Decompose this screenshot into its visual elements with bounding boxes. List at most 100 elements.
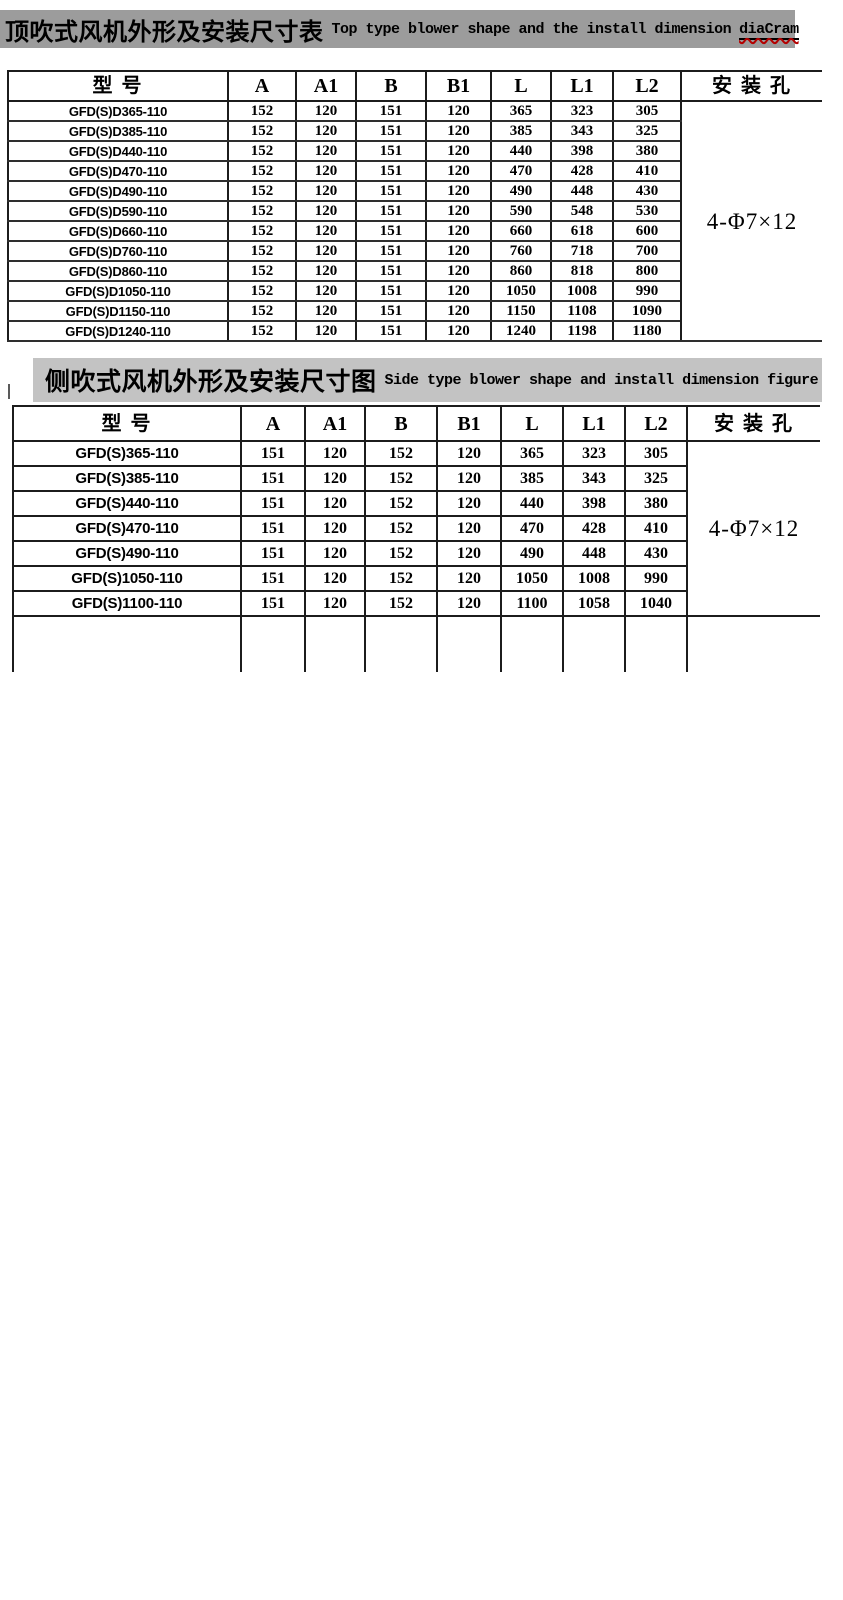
header-row: 型 号 A A1 B B1 L L1 L2 安 装 孔 xyxy=(12,405,820,442)
value-cell: 120 xyxy=(425,120,492,142)
header-cell-a: A xyxy=(227,70,297,102)
header-cell-b: B xyxy=(355,70,427,102)
header-cell-l: L xyxy=(500,405,564,442)
value-cell: 1240 xyxy=(490,320,552,342)
model-cell: GFD(S)1050-110 xyxy=(12,565,242,592)
value-cell: 151 xyxy=(240,590,306,617)
value-cell: 323 xyxy=(550,100,614,122)
side-dimension-table-wrapper: 型 号 A A1 B B1 L L1 L2 安 装 孔 GFD(S)365-11… xyxy=(12,405,820,672)
value-cell: 120 xyxy=(425,260,492,282)
value-cell: 120 xyxy=(425,300,492,322)
value-cell: 120 xyxy=(425,160,492,182)
value-cell: 428 xyxy=(562,515,626,542)
table-row: GFD(S)1100-110 151 120 152 120 1100 1058 1040 xyxy=(12,590,820,617)
value-cell: 151 xyxy=(355,300,427,322)
header-cell-a: A xyxy=(240,405,306,442)
model-cell: GFD(S)490-110 xyxy=(12,540,242,567)
table-row: GFD(S)D365-110 152 120 151 120 365 323 305 4-Φ7×… xyxy=(7,100,822,342)
value-cell: 1150 xyxy=(490,300,552,322)
value-cell: 151 xyxy=(240,515,306,542)
table-row: GFD(S)385-110 151 120 152 120 385 343 325 xyxy=(12,465,820,492)
value-cell: 325 xyxy=(624,465,688,492)
table-row: GFD(S)490-110 151 120 152 120 490 448 430 xyxy=(12,540,820,567)
value-cell: 323 xyxy=(562,440,626,467)
empty-cell xyxy=(436,615,502,672)
empty-cell xyxy=(562,615,626,672)
empty-row xyxy=(12,615,820,672)
value-cell: 490 xyxy=(500,540,564,567)
value-cell: 151 xyxy=(355,220,427,242)
value-cell: 1108 xyxy=(550,300,614,322)
model-cell: GFD(S)D365-110 xyxy=(7,100,229,122)
value-cell: 448 xyxy=(550,180,614,202)
value-cell: 151 xyxy=(355,240,427,262)
top-table-body: GFD(S)D365-110 152 120 151 120 365 323 305 4-Φ7×… xyxy=(7,100,822,342)
value-cell: 120 xyxy=(304,565,366,592)
side-dimension-table: 型 号 A A1 B B1 L L1 L2 安 装 孔 GFD(S)365-11… xyxy=(12,405,820,672)
value-cell: 428 xyxy=(550,160,614,182)
table-row: GFD(S)D1050-110 152 120 151 120 1050 1008 990 xyxy=(7,280,822,302)
value-cell: 120 xyxy=(295,300,357,322)
side-table-body: GFD(S)365-110 151 120 152 120 365 323 305 4-Φ7×1… xyxy=(12,440,820,617)
header-cell-b1: B1 xyxy=(425,70,492,102)
top-title-chinese: 顶吹式风机外形及安装尺寸表 xyxy=(5,18,324,46)
header-cell-model: 型 号 xyxy=(7,70,229,102)
value-cell: 120 xyxy=(436,465,502,492)
value-cell: 120 xyxy=(436,440,502,467)
value-cell: 152 xyxy=(227,220,297,242)
value-cell: 152 xyxy=(364,465,438,492)
value-cell: 990 xyxy=(612,280,682,302)
mounting-hole-cell: 4-Φ7×12 xyxy=(686,440,820,617)
value-cell: 530 xyxy=(612,200,682,222)
empty-cell xyxy=(304,615,366,672)
table-row: GFD(S)D1150-110 152 120 151 120 1150 1108 1090 xyxy=(7,300,822,322)
empty-cell xyxy=(12,615,242,672)
value-cell: 152 xyxy=(364,540,438,567)
header-cell-mounting-hole: 安 装 孔 xyxy=(686,405,820,442)
value-cell: 120 xyxy=(425,220,492,242)
side-title-english: Side type blower shape and install dimen… xyxy=(384,371,819,389)
table-row: GFD(S)440-110 151 120 152 120 440 398 380 xyxy=(12,490,820,517)
value-cell: 151 xyxy=(355,160,427,182)
value-cell: 120 xyxy=(295,180,357,202)
value-cell: 1008 xyxy=(550,280,614,302)
stray-mark xyxy=(8,384,10,399)
value-cell: 152 xyxy=(227,100,297,122)
misspelled-word-text: diaCram xyxy=(739,20,799,40)
value-cell: 548 xyxy=(550,200,614,222)
mounting-hole-cell: 4-Φ7×12 xyxy=(680,100,822,342)
model-cell: GFD(S)D660-110 xyxy=(7,220,229,242)
value-cell: 152 xyxy=(227,140,297,162)
value-cell: 305 xyxy=(624,440,688,467)
value-cell: 120 xyxy=(304,515,366,542)
model-cell: GFD(S)D860-110 xyxy=(7,260,229,282)
table-row: GFD(S)D590-110 152 120 151 120 590 548 530 xyxy=(7,200,822,222)
value-cell: 660 xyxy=(490,220,552,242)
value-cell: 1090 xyxy=(612,300,682,322)
header-cell-b: B xyxy=(364,405,438,442)
value-cell: 1050 xyxy=(490,280,552,302)
value-cell: 152 xyxy=(227,120,297,142)
value-cell: 151 xyxy=(240,490,306,517)
value-cell: 152 xyxy=(227,300,297,322)
value-cell: 800 xyxy=(612,260,682,282)
empty-cell xyxy=(624,615,688,672)
value-cell: 380 xyxy=(624,490,688,517)
value-cell: 120 xyxy=(295,120,357,142)
value-cell: 152 xyxy=(364,490,438,517)
value-cell: 385 xyxy=(490,120,552,142)
value-cell: 1050 xyxy=(500,565,564,592)
value-cell: 343 xyxy=(562,465,626,492)
value-cell: 618 xyxy=(550,220,614,242)
value-cell: 120 xyxy=(295,200,357,222)
value-cell: 1198 xyxy=(550,320,614,342)
table-row: GFD(S)D1240-110 152 120 151 120 1240 1198 1180 xyxy=(7,320,822,342)
header-row: 型 号 A A1 B B1 L L1 L2 安 装 孔 xyxy=(7,70,822,102)
model-cell: GFD(S)D760-110 xyxy=(7,240,229,262)
value-cell: 818 xyxy=(550,260,614,282)
value-cell: 120 xyxy=(425,240,492,262)
value-cell: 718 xyxy=(550,240,614,262)
header-cell-l: L xyxy=(490,70,552,102)
value-cell: 120 xyxy=(425,200,492,222)
